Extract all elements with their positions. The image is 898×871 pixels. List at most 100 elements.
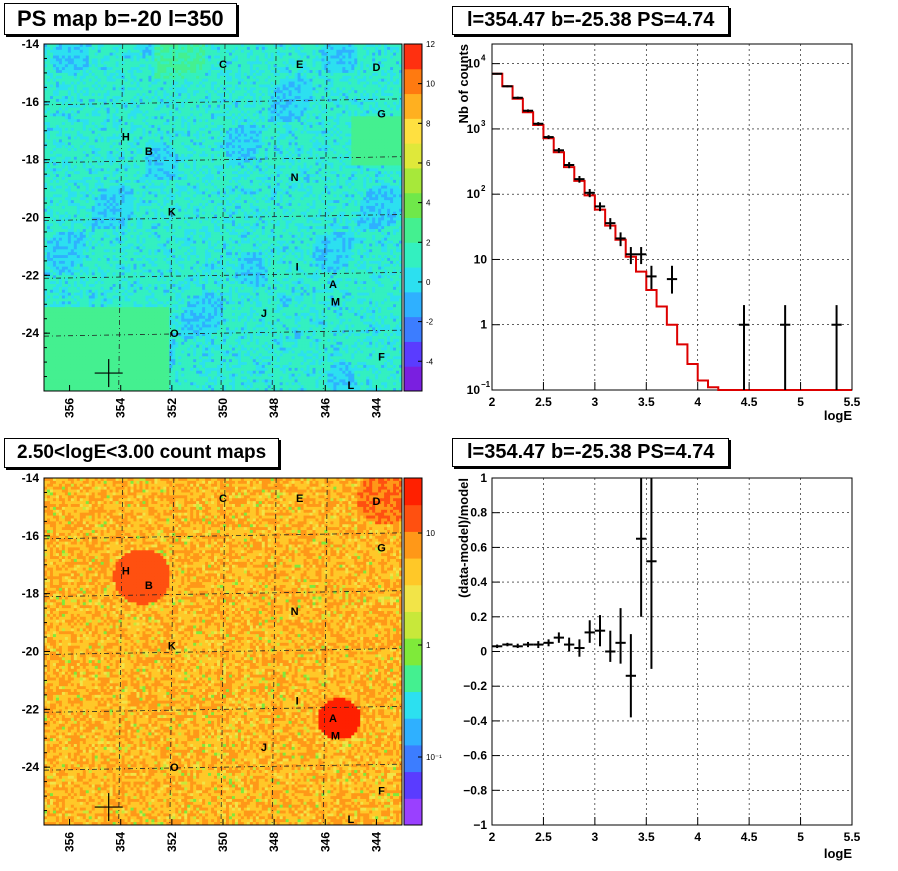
map-pixel bbox=[70, 145, 75, 149]
map-pixel bbox=[297, 101, 301, 106]
map-pixel bbox=[261, 142, 266, 146]
map-pixel bbox=[309, 52, 313, 56]
map-pixel bbox=[342, 119, 346, 123]
map-pixel bbox=[276, 87, 281, 91]
map-pixel bbox=[202, 61, 206, 65]
map-pixel bbox=[363, 61, 367, 65]
map-pixel bbox=[205, 87, 209, 91]
map-pixel bbox=[127, 98, 131, 103]
map-pixel bbox=[252, 113, 257, 117]
map-pixel bbox=[309, 84, 313, 88]
map-pixel bbox=[217, 159, 221, 163]
map-pixel bbox=[44, 70, 48, 74]
map-pixel bbox=[282, 58, 287, 62]
map-pixel bbox=[181, 90, 185, 94]
map-pixel bbox=[354, 90, 358, 94]
map-pixel bbox=[130, 162, 134, 166]
map-pixel bbox=[133, 156, 137, 161]
map-pixel bbox=[70, 93, 75, 97]
map-pixel bbox=[327, 124, 331, 129]
map-pixel bbox=[303, 78, 307, 82]
map-pixel bbox=[109, 67, 114, 71]
map-pixel bbox=[46, 64, 51, 68]
map-pixel bbox=[348, 96, 352, 100]
map-pixel bbox=[154, 133, 158, 137]
map-pixel bbox=[205, 67, 209, 71]
map-pixel bbox=[390, 133, 394, 137]
map-pixel bbox=[91, 104, 96, 109]
map-pixel bbox=[237, 119, 242, 123]
map-pixel bbox=[109, 142, 114, 146]
map-pixel bbox=[291, 104, 295, 109]
map-pixel bbox=[85, 142, 90, 146]
map-pixel bbox=[345, 98, 349, 103]
map-pixel bbox=[91, 127, 96, 132]
map-pixel bbox=[145, 81, 149, 85]
map-pixel bbox=[184, 142, 188, 146]
map-pixel bbox=[193, 124, 197, 129]
map-pixel bbox=[324, 136, 328, 140]
map-pixel bbox=[321, 116, 325, 120]
map-pixel bbox=[205, 139, 209, 143]
map-pixel bbox=[285, 113, 290, 117]
map-pixel bbox=[103, 55, 108, 59]
map-pixel bbox=[190, 90, 194, 94]
map-pixel bbox=[267, 90, 272, 94]
map-pixel bbox=[351, 93, 355, 97]
map-pixel bbox=[115, 52, 119, 56]
map-pixel bbox=[124, 96, 128, 100]
map-pixel bbox=[375, 116, 379, 120]
map-pixel bbox=[291, 52, 295, 56]
map-pixel bbox=[82, 150, 87, 155]
map-pixel bbox=[64, 159, 69, 163]
map-pixel bbox=[357, 61, 361, 65]
map-pixel bbox=[97, 67, 102, 71]
map-pixel bbox=[199, 159, 203, 163]
map-pixel bbox=[366, 49, 370, 54]
map-pixel bbox=[109, 150, 114, 155]
map-pixel bbox=[267, 124, 272, 129]
map-pixel bbox=[82, 46, 87, 51]
map-pixel bbox=[70, 55, 75, 59]
map-pixel bbox=[363, 93, 367, 97]
map-pixel bbox=[64, 139, 69, 143]
map-pixel bbox=[109, 81, 114, 85]
map-pixel bbox=[115, 148, 119, 152]
map-pixel bbox=[360, 133, 364, 137]
map-pixel bbox=[133, 139, 137, 143]
map-pixel bbox=[366, 133, 370, 137]
map-pixel bbox=[166, 153, 170, 158]
map-pixel bbox=[205, 124, 209, 129]
map-pixel bbox=[255, 96, 260, 100]
map-pixel bbox=[52, 104, 57, 109]
map-pixel bbox=[100, 93, 105, 97]
map-pixel bbox=[121, 162, 125, 166]
map-pixel bbox=[345, 136, 349, 140]
map-pixel bbox=[118, 145, 122, 149]
map-pixel bbox=[246, 139, 251, 143]
map-pixel bbox=[217, 145, 221, 149]
map-pixel bbox=[124, 104, 128, 109]
map-pixel bbox=[94, 133, 99, 137]
map-pixel bbox=[148, 159, 152, 163]
map-pixel bbox=[181, 81, 185, 85]
map-pixel bbox=[112, 142, 116, 146]
map-pixel bbox=[151, 72, 155, 77]
map-pixel bbox=[273, 49, 278, 54]
map-pixel bbox=[67, 153, 72, 158]
map-pixel bbox=[345, 67, 349, 71]
map-pixel bbox=[100, 150, 105, 155]
map-pixel bbox=[297, 90, 301, 94]
map-pixel bbox=[303, 84, 307, 88]
map-pixel bbox=[121, 93, 125, 97]
map-pixel bbox=[112, 162, 116, 166]
map-pixel bbox=[133, 101, 137, 106]
map-pixel bbox=[285, 67, 290, 71]
map-pixel bbox=[231, 84, 236, 88]
map-pixel bbox=[46, 90, 51, 94]
map-pixel bbox=[381, 98, 385, 103]
map-pixel bbox=[300, 148, 304, 152]
map-pixel bbox=[276, 98, 281, 103]
map-pixel bbox=[276, 96, 281, 100]
map-pixel bbox=[285, 64, 290, 68]
